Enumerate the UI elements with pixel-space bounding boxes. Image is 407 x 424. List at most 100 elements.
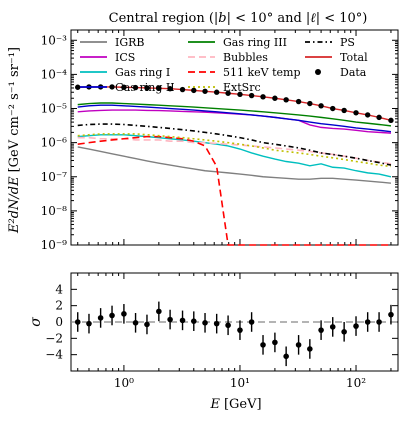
data-point (376, 114, 382, 121)
legend-label: Bubbles (223, 51, 268, 64)
y-tick-label: 10⁻³ (41, 33, 68, 47)
data-point (202, 88, 208, 94)
series-line-511-kev-temp (77, 135, 391, 246)
series-line-igrb (77, 146, 392, 184)
residual-point (144, 321, 150, 328)
bottom-axis-ticks: 4 2 0 −2 −4 10⁰ 10¹ 10² (45, 273, 398, 390)
residual-point (97, 315, 104, 321)
legend-marker-data (315, 69, 321, 75)
data-point (318, 103, 324, 109)
series-line-gas-ring-iii (77, 102, 392, 127)
residual-point (74, 319, 81, 325)
residual-point (341, 329, 347, 335)
data-point (156, 85, 162, 92)
legend-label: Data (340, 66, 367, 79)
data-point (272, 95, 278, 101)
x-tick-label: 10² (346, 376, 366, 390)
data-point (75, 84, 81, 90)
residual-point (295, 342, 302, 348)
data-point (248, 92, 255, 99)
legend-label: IGRB (115, 36, 145, 49)
y-tick-label: 10⁻⁷ (41, 170, 68, 184)
residual-point (156, 308, 162, 315)
top-series-group (75, 84, 394, 246)
data-point (307, 100, 313, 107)
data-point (353, 110, 359, 116)
data-point (388, 117, 394, 124)
data-point (144, 85, 150, 91)
bottom-y-axis-label: σ (28, 317, 44, 327)
top-y-axis-label: E²dN/dE[GeV cm⁻² s⁻¹ sr⁻¹] (7, 47, 22, 234)
residual-point (132, 320, 139, 326)
sigma-tick-label: 0 (55, 315, 63, 329)
sigma-tick-label: 2 (55, 299, 63, 313)
legend-label: Total (340, 51, 368, 64)
data-point (191, 87, 197, 94)
residual-point (248, 319, 255, 325)
x-axis-label: E [GeV] (209, 397, 261, 412)
data-point (283, 97, 289, 103)
residual-point (121, 311, 127, 317)
series-line-ps (77, 123, 392, 166)
x-tick-label: 10⁰ (114, 376, 134, 390)
y-tick-label: 10⁻⁹ (41, 238, 68, 252)
legend-label: 511 keV temp (223, 66, 301, 79)
legend-label: ICS (115, 51, 135, 64)
legend-label: ExtSrc (223, 81, 261, 94)
series-line-extsrc (77, 133, 392, 168)
residual-point (237, 327, 243, 333)
series-line-gas-ring-i (77, 134, 392, 178)
residual-point (307, 346, 313, 352)
series-line-total (77, 86, 392, 122)
residual-point (388, 311, 394, 318)
residual-point (202, 320, 208, 326)
data-point (213, 89, 220, 95)
residual-point (213, 320, 220, 327)
residual-point (225, 322, 231, 329)
chart-title: Central region (|b| < 10° and |ℓ| < 10°) (109, 11, 368, 26)
series-line-bubbles (77, 136, 392, 165)
residual-series-group (71, 301, 398, 367)
residual-point (376, 319, 382, 325)
data-point (179, 86, 186, 93)
residual-point (167, 316, 173, 323)
residual-point (179, 317, 186, 324)
x-tick-label: 10¹ (230, 376, 250, 390)
sigma-tick-label: 4 (55, 282, 63, 296)
data-point (132, 84, 139, 91)
y-tick-label: 10⁻⁸ (41, 204, 68, 218)
data-point (330, 105, 336, 112)
residual-point (353, 323, 359, 329)
y-tick-label: 10⁻⁶ (41, 136, 68, 150)
top-axis-ticks: 10⁻⁹ 10⁻⁸ 10⁻⁷ 10⁻⁶ 10⁻⁵ 10⁻⁴ 10⁻³ (41, 29, 398, 252)
residual-point (260, 342, 266, 348)
legend-label: Gas ring II (115, 81, 175, 94)
data-point (121, 84, 127, 90)
residual-point (272, 339, 278, 346)
legend-label: Gas ring I (115, 66, 170, 79)
data-point (167, 86, 173, 92)
residual-point (86, 320, 92, 327)
residual-point (109, 312, 115, 319)
data-point (109, 84, 115, 90)
legend: IGRB ICS Gas ring I Gas ring II Gas ring III… (80, 36, 368, 94)
legend-label: PS (340, 36, 355, 49)
data-point (237, 91, 243, 98)
data-point (295, 98, 302, 105)
data-point (260, 94, 266, 100)
residual-point (283, 353, 289, 360)
data-point (364, 112, 371, 118)
residual-point (364, 319, 371, 325)
residual-point (329, 324, 336, 330)
sigma-tick-label: −4 (45, 348, 63, 362)
legend-label: Gas ring III (223, 36, 287, 49)
residual-point (318, 327, 324, 333)
series-line-gas-ring-ii (77, 104, 392, 133)
data-point (341, 107, 347, 114)
y-tick-label: 10⁻⁵ (41, 102, 68, 116)
sigma-tick-label: −2 (45, 331, 63, 345)
y-tick-label: 10⁻⁴ (41, 67, 68, 81)
residual-point (190, 318, 197, 324)
data-point (225, 90, 231, 96)
